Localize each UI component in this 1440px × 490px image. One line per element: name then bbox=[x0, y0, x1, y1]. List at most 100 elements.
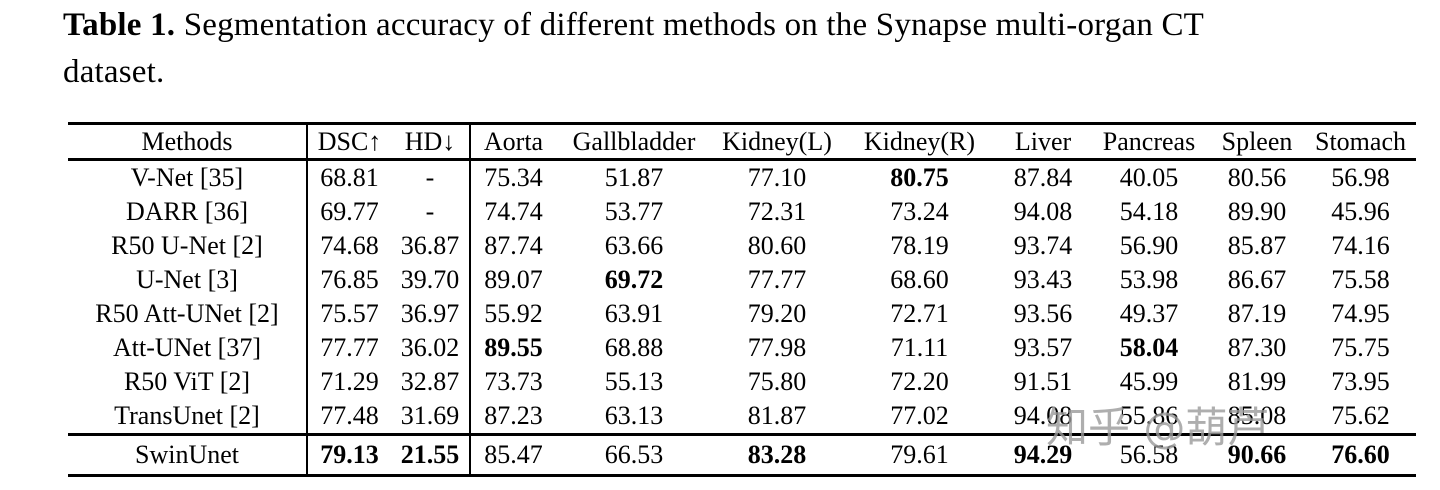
table-row: R50 ViT [2] 71.29 32.87 73.73 55.13 75.80 72.… bbox=[68, 365, 1416, 399]
value-cell: 74.16 bbox=[1331, 231, 1390, 260]
value-cell: 45.99 bbox=[1119, 367, 1179, 396]
results-table: Methods DSC↑ HD↓ Aorta Gallbladder Kidne… bbox=[68, 122, 1416, 477]
column-header-pancreas: Pancreas bbox=[1089, 123, 1209, 161]
value-cell: 85.87 bbox=[1227, 231, 1287, 260]
table-row: R50 U-Net [2] 74.68 36.87 87.74 63.66 80.60 7… bbox=[68, 229, 1416, 263]
value-cell: 58.04 bbox=[1119, 333, 1179, 362]
method-cell: SwinUnet bbox=[68, 433, 308, 476]
caption-line-2: dataset. bbox=[63, 54, 165, 90]
value-cell: 72.31 bbox=[747, 197, 807, 226]
value-cell: 87.19 bbox=[1227, 299, 1287, 328]
value-cell: 85.47 bbox=[470, 433, 556, 476]
table-row: SwinUnet 79.13 21.55 85.47 66.53 83.28 79.61 9… bbox=[68, 433, 1416, 476]
value-cell: 86.67 bbox=[1227, 265, 1287, 294]
caption-text: Segmentation accuracy of different metho… bbox=[183, 7, 1205, 43]
value-cell: 68.88 bbox=[604, 333, 664, 362]
table-caption: Table 1. Segmentation accuracy of differ… bbox=[63, 2, 1433, 96]
method-cell: R50 ViT [2] bbox=[68, 365, 308, 399]
value-cell: 94.08 bbox=[1013, 401, 1073, 430]
column-header-kidney-r: Kidney(R) bbox=[842, 123, 997, 161]
value-cell: - bbox=[391, 195, 471, 229]
value-cell: 36.02 bbox=[391, 331, 471, 365]
value-cell: 21.55 bbox=[391, 433, 471, 476]
column-header-gallbladder: Gallbladder bbox=[556, 123, 712, 161]
value-cell: 79.13 bbox=[307, 433, 391, 476]
table-row: V-Net [35] 68.81-75.34 51.87 77.10 80.75 87.… bbox=[68, 159, 1416, 195]
value-cell: 69.72 bbox=[604, 265, 664, 294]
value-cell: 76.60 bbox=[1305, 433, 1416, 476]
table-row: TransUnet [2] 77.48 31.69 87.23 63.13 81.87 7… bbox=[68, 399, 1416, 435]
value-cell: 85.08 bbox=[1227, 401, 1287, 430]
method-cell: U-Net [3] bbox=[68, 263, 308, 297]
value-cell: - bbox=[391, 159, 471, 195]
value-cell: 87.84 bbox=[1013, 163, 1073, 192]
value-cell: 45.96 bbox=[1331, 197, 1390, 226]
value-cell: 75.80 bbox=[747, 367, 807, 396]
value-cell: 83.28 bbox=[712, 433, 842, 476]
value-cell: 55.92 bbox=[484, 299, 543, 328]
value-cell: 77.10 bbox=[747, 163, 807, 192]
value-cell: 89.55 bbox=[484, 333, 543, 362]
value-cell: 75.58 bbox=[1331, 265, 1390, 294]
caption-label: Table 1. bbox=[63, 7, 176, 43]
value-cell: 53.77 bbox=[604, 197, 664, 226]
table-row: R50 Att-UNet [2] 75.57 36.97 55.92 63.91 79.… bbox=[68, 297, 1416, 331]
value-cell: 91.51 bbox=[1013, 367, 1073, 396]
method-cell: TransUnet [2] bbox=[68, 399, 308, 435]
value-cell: 90.66 bbox=[1209, 433, 1305, 476]
value-cell: 77.77 bbox=[320, 333, 379, 362]
value-cell: 63.66 bbox=[604, 231, 664, 260]
value-cell: 63.91 bbox=[604, 299, 664, 328]
value-cell: 71.11 bbox=[890, 333, 949, 362]
column-header-aorta: Aorta bbox=[470, 123, 556, 161]
column-header-liver: Liver bbox=[997, 123, 1089, 161]
header-row: Methods DSC↑ HD↓ Aorta Gallbladder Kidne… bbox=[68, 123, 1416, 161]
value-cell: 75.34 bbox=[484, 163, 543, 192]
value-cell: 68.81 bbox=[320, 163, 379, 192]
value-cell: 77.77 bbox=[747, 265, 807, 294]
value-cell: 77.98 bbox=[747, 333, 807, 362]
value-cell: 69.77 bbox=[320, 197, 379, 226]
value-cell: 32.87 bbox=[391, 365, 471, 399]
method-cell: V-Net [35] bbox=[68, 159, 308, 195]
value-cell: 94.08 bbox=[1013, 197, 1073, 226]
value-cell: 93.74 bbox=[1013, 231, 1073, 260]
value-cell: 79.20 bbox=[747, 299, 807, 328]
table-body: V-Net [35] 68.81-75.34 51.87 77.10 80.75 87.… bbox=[68, 159, 1416, 476]
value-cell: 63.13 bbox=[604, 401, 664, 430]
value-cell: 89.90 bbox=[1227, 197, 1287, 226]
column-header-methods: Methods bbox=[68, 123, 308, 161]
method-cell: R50 Att-UNet [2] bbox=[68, 297, 308, 331]
value-cell: 94.29 bbox=[997, 433, 1089, 476]
value-cell: 31.69 bbox=[391, 399, 471, 435]
value-cell: 80.60 bbox=[747, 231, 807, 260]
value-cell: 39.70 bbox=[391, 263, 471, 297]
table-row: U-Net [3] 76.85 39.70 89.07 69.72 77.77 68.60… bbox=[68, 263, 1416, 297]
value-cell: 72.20 bbox=[890, 367, 949, 396]
value-cell: 87.23 bbox=[484, 401, 543, 430]
value-cell: 75.62 bbox=[1331, 401, 1390, 430]
method-cell: DARR [36] bbox=[68, 195, 308, 229]
value-cell: 54.18 bbox=[1119, 197, 1179, 226]
value-cell: 74.68 bbox=[320, 231, 379, 260]
value-cell: 73.95 bbox=[1331, 367, 1390, 396]
value-cell: 56.90 bbox=[1119, 231, 1179, 260]
value-cell: 79.61 bbox=[842, 433, 997, 476]
value-cell: 40.05 bbox=[1119, 163, 1179, 192]
value-cell: 77.02 bbox=[890, 401, 949, 430]
value-cell: 56.98 bbox=[1331, 163, 1390, 192]
value-cell: 73.73 bbox=[484, 367, 543, 396]
value-cell: 87.74 bbox=[484, 231, 543, 260]
column-header-hd: HD↓ bbox=[391, 123, 471, 161]
table-row: DARR [36] 69.77-74.74 53.77 72.31 73.24 94.0… bbox=[68, 195, 1416, 229]
method-cell: R50 U-Net [2] bbox=[68, 229, 308, 263]
value-cell: 93.56 bbox=[1013, 299, 1073, 328]
value-cell: 66.53 bbox=[556, 433, 712, 476]
value-cell: 49.37 bbox=[1119, 299, 1179, 328]
caption-line-1: Table 1. Segmentation accuracy of differ… bbox=[63, 2, 1433, 49]
value-cell: 76.85 bbox=[320, 265, 379, 294]
value-cell: 68.60 bbox=[890, 265, 949, 294]
value-cell: 78.19 bbox=[890, 231, 949, 260]
value-cell: 74.74 bbox=[484, 197, 543, 226]
